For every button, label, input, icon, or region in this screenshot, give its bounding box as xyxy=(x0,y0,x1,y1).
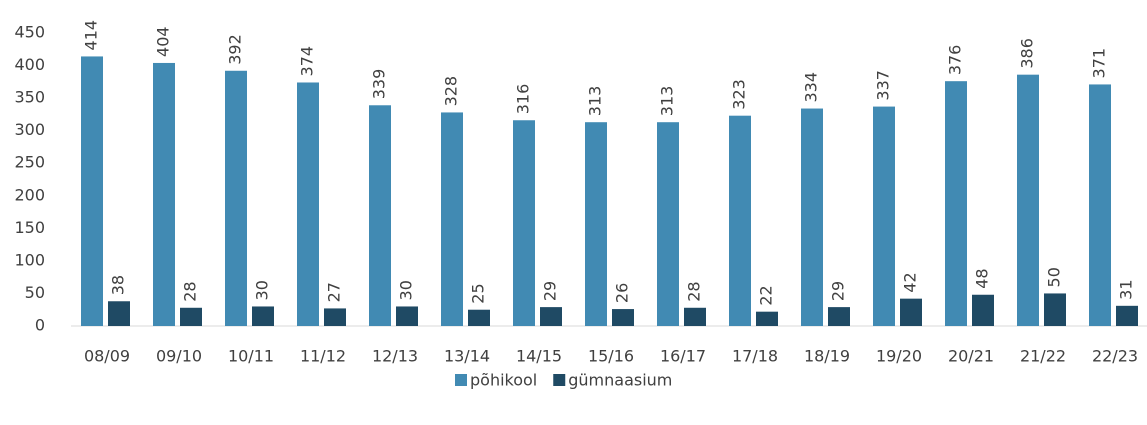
data-label: 30 xyxy=(253,280,272,300)
x-tick-label: 08/09 xyxy=(84,347,130,366)
x-tick-label: 20/21 xyxy=(948,347,994,366)
bar xyxy=(729,115,751,327)
data-label: 323 xyxy=(730,79,749,110)
x-tick-label: 22/23 xyxy=(1092,347,1138,366)
bar xyxy=(108,301,130,326)
data-label: 328 xyxy=(442,76,461,107)
bar xyxy=(81,56,103,326)
bar xyxy=(324,308,346,326)
bar xyxy=(540,307,562,326)
data-label: 22 xyxy=(757,285,776,305)
bar xyxy=(225,70,247,327)
x-tick-label: 11/12 xyxy=(300,347,346,366)
bar xyxy=(441,112,463,327)
bar xyxy=(612,309,634,326)
y-tick-label: 350 xyxy=(14,88,45,107)
x-tick-label: 17/18 xyxy=(732,347,778,366)
data-label: 339 xyxy=(370,69,389,100)
x-tick-label: 09/10 xyxy=(156,347,202,366)
data-label: 27 xyxy=(325,282,344,302)
bar xyxy=(657,122,679,326)
data-label: 371 xyxy=(1090,48,1109,79)
data-label: 316 xyxy=(514,84,533,115)
data-label: 48 xyxy=(973,268,992,288)
data-label: 25 xyxy=(469,283,488,303)
bar xyxy=(684,307,706,326)
bar xyxy=(756,311,778,326)
x-tick-label: 19/20 xyxy=(876,347,922,366)
bar xyxy=(828,307,850,326)
data-label: 42 xyxy=(901,272,920,292)
bar xyxy=(1017,74,1039,326)
y-tick-label: 0 xyxy=(35,316,45,335)
data-label: 31 xyxy=(1117,279,1136,299)
data-label: 29 xyxy=(541,281,560,301)
x-tick-label: 16/17 xyxy=(660,347,706,366)
legend-swatch xyxy=(553,374,566,386)
legend-label: gümnaasium xyxy=(568,371,672,390)
x-tick-label: 15/16 xyxy=(588,347,634,366)
bar xyxy=(1116,305,1138,326)
data-label: 414 xyxy=(82,20,101,51)
bar xyxy=(513,120,535,326)
y-tick-label: 50 xyxy=(25,283,45,302)
x-tick-label: 12/13 xyxy=(372,347,418,366)
bar xyxy=(252,306,274,326)
legend-label: põhikool xyxy=(470,371,537,390)
bar xyxy=(873,106,895,326)
x-tick-label: 10/11 xyxy=(228,347,274,366)
bar xyxy=(180,307,202,326)
data-label: 392 xyxy=(226,34,245,65)
bar xyxy=(468,309,490,326)
y-tick-label: 150 xyxy=(14,218,45,237)
bar xyxy=(945,81,967,326)
bar xyxy=(1044,293,1066,326)
data-label: 28 xyxy=(685,281,704,301)
data-label: 313 xyxy=(586,86,605,117)
bar xyxy=(585,122,607,326)
y-tick-label: 100 xyxy=(14,250,45,269)
x-tick-label: 14/15 xyxy=(516,347,562,366)
bar xyxy=(396,306,418,326)
bar xyxy=(153,62,175,326)
bar xyxy=(1089,84,1111,326)
y-tick-label: 200 xyxy=(14,185,45,204)
bar xyxy=(801,108,823,326)
x-tick-label: 18/19 xyxy=(804,347,850,366)
data-label: 313 xyxy=(658,86,677,117)
data-label: 374 xyxy=(298,46,317,77)
data-label: 30 xyxy=(397,280,416,300)
y-tick-label: 450 xyxy=(14,23,45,42)
data-label: 28 xyxy=(181,281,200,301)
bar xyxy=(900,298,922,326)
x-tick-label: 21/22 xyxy=(1020,347,1066,366)
data-label: 38 xyxy=(109,275,128,295)
data-label: 26 xyxy=(613,283,632,303)
bar xyxy=(369,105,391,326)
bar xyxy=(972,294,994,326)
data-label: 386 xyxy=(1018,38,1037,69)
data-label: 376 xyxy=(946,45,965,76)
data-label: 404 xyxy=(154,26,173,57)
legend-swatch xyxy=(455,374,467,386)
y-tick-label: 400 xyxy=(14,55,45,74)
data-label: 334 xyxy=(802,72,821,103)
bar xyxy=(297,82,319,327)
data-label: 29 xyxy=(829,281,848,301)
data-label: 337 xyxy=(874,70,893,101)
x-tick-label: 13/14 xyxy=(444,347,490,366)
data-label: 50 xyxy=(1045,267,1064,287)
y-tick-label: 300 xyxy=(14,120,45,139)
y-tick-label: 250 xyxy=(14,153,45,172)
